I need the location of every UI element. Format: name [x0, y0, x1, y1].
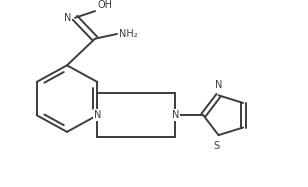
Text: N: N: [215, 80, 222, 90]
Text: N: N: [94, 110, 101, 120]
Text: N: N: [64, 13, 71, 23]
Text: N: N: [172, 110, 179, 120]
Text: OH: OH: [98, 0, 113, 10]
Text: NH₂: NH₂: [119, 29, 138, 39]
Text: S: S: [213, 141, 220, 151]
Text: N: N: [94, 110, 101, 120]
Text: N: N: [172, 110, 179, 120]
